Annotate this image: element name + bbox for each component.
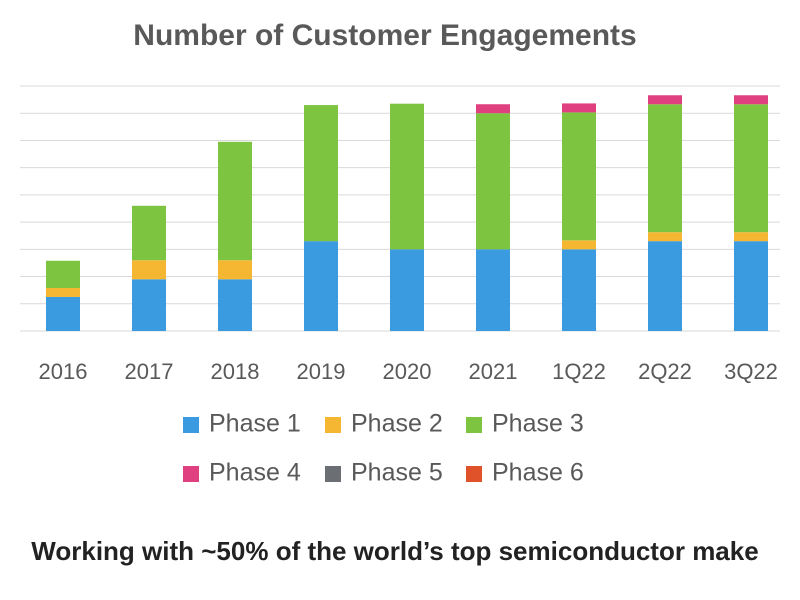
bar-segment bbox=[218, 279, 252, 331]
bar-segment bbox=[476, 249, 510, 331]
legend-swatch bbox=[183, 417, 199, 433]
x-tick-label: 2016 bbox=[39, 359, 88, 384]
legend-label: Phase 4 bbox=[209, 459, 301, 487]
bar-segment bbox=[562, 103, 596, 113]
bar-segment bbox=[132, 260, 166, 280]
bar-segment bbox=[46, 260, 80, 288]
x-tick-label: 1Q22 bbox=[552, 359, 606, 384]
bar-segment bbox=[648, 241, 682, 331]
legend-swatch bbox=[325, 417, 341, 433]
bar-segment bbox=[734, 241, 768, 331]
bar-segment bbox=[734, 95, 768, 105]
legend-label: Phase 1 bbox=[209, 410, 301, 438]
bar-segment bbox=[648, 104, 682, 233]
bar-segment bbox=[218, 141, 252, 261]
bar-segment bbox=[390, 103, 424, 250]
bar-segment bbox=[132, 205, 166, 261]
bar-segment bbox=[648, 95, 682, 105]
x-tick-label: 3Q22 bbox=[724, 359, 778, 384]
legend-label: Phase 3 bbox=[492, 410, 584, 438]
bar-segment bbox=[734, 232, 768, 242]
bar-segment bbox=[562, 112, 596, 241]
bar-segment bbox=[46, 296, 80, 331]
footnote: Working with ~50% of the world’s top sem… bbox=[31, 536, 758, 566]
legend-swatch bbox=[466, 417, 482, 433]
x-tick-label: 2019 bbox=[297, 359, 346, 384]
bar-segment bbox=[132, 279, 166, 331]
x-tick-label: 2018 bbox=[211, 359, 260, 384]
bar-segment bbox=[304, 241, 338, 331]
bar-segment bbox=[734, 104, 768, 233]
bar-segment bbox=[562, 240, 596, 250]
bar-segment bbox=[476, 113, 510, 250]
x-tick-label: 2017 bbox=[125, 359, 174, 384]
legend-swatch bbox=[183, 466, 199, 482]
legend-swatch bbox=[466, 466, 482, 482]
chart-title: Number of Customer Engagements bbox=[133, 19, 636, 52]
bar-segment bbox=[218, 260, 252, 280]
x-tick-label: 2020 bbox=[383, 359, 432, 384]
bar-segment bbox=[476, 104, 510, 114]
legend-swatch bbox=[325, 466, 341, 482]
legend-label: Phase 5 bbox=[351, 459, 443, 487]
bar-segment bbox=[648, 232, 682, 242]
legend-label: Phase 6 bbox=[492, 459, 584, 487]
legend-label: Phase 2 bbox=[351, 410, 443, 438]
bar-segment bbox=[562, 249, 596, 331]
x-tick-label: 2021 bbox=[469, 359, 518, 384]
x-tick-label: 2Q22 bbox=[638, 359, 692, 384]
bar-segment bbox=[390, 249, 424, 331]
bar-segment bbox=[304, 105, 338, 242]
bar-segment bbox=[46, 287, 80, 297]
